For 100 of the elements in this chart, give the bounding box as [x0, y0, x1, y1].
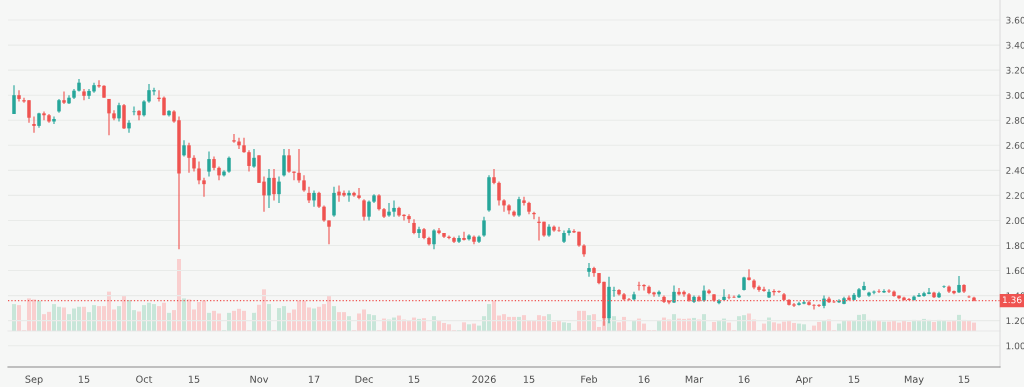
bar: [877, 320, 881, 331]
bar: [312, 308, 316, 331]
candlestick: [122, 103, 126, 130]
x-tick-label: 15: [408, 375, 420, 383]
candlestick: [552, 224, 556, 233]
x-tick-label: 17: [308, 375, 320, 383]
bar: [137, 311, 141, 331]
x-tick-label: Apr: [795, 375, 813, 385]
candlestick: [432, 228, 436, 250]
x-tick-label: 15: [958, 375, 970, 383]
candlestick: [282, 148, 286, 178]
candlestick: [327, 219, 331, 245]
x-tick-label: 15: [188, 375, 200, 383]
candlestick: [507, 203, 511, 215]
candlestick: [42, 110, 46, 121]
candlestick: [402, 213, 406, 222]
candlestick: [492, 168, 496, 185]
x-tick-label: Oct: [136, 375, 153, 383]
candlestick: [277, 176, 281, 204]
candlestick: [482, 216, 486, 238]
x-tick-label: 15: [848, 375, 860, 383]
bar: [62, 307, 66, 331]
candlestick: [407, 213, 411, 224]
candlestick: [62, 90, 66, 105]
candlestick: [237, 137, 241, 150]
candlestick: [307, 186, 311, 204]
x-tick-label: 15: [78, 375, 90, 383]
candlestick: [462, 231, 466, 242]
candlestick: [112, 109, 116, 121]
candlestick: [417, 226, 421, 239]
candlestick: [567, 227, 571, 237]
candlestick: [587, 262, 591, 278]
candlestick: [197, 161, 201, 185]
bar: [182, 298, 186, 331]
candlestick: [877, 288, 881, 294]
x-tick-label: Sep: [25, 375, 43, 385]
candlestick: [512, 209, 516, 218]
candlestick: [312, 189, 316, 208]
candlestick: [957, 275, 961, 294]
x-tick-label: 15: [523, 375, 535, 383]
candlestick: [532, 211, 536, 220]
candlestick: [82, 88, 86, 101]
candlestick: [722, 288, 726, 302]
bar: [267, 304, 271, 331]
candlestick: [517, 196, 521, 218]
bar: [672, 314, 676, 331]
candlestick: [252, 148, 256, 169]
candlestick: [747, 268, 751, 282]
x-tick-label: 2026: [472, 375, 496, 383]
candlestick: [332, 186, 336, 218]
bar: [332, 306, 336, 331]
candlestick: [242, 137, 246, 154]
candlestick: [247, 149, 251, 173]
x-tick-label: Dec: [355, 375, 373, 383]
candlestick: [132, 105, 136, 116]
ref-line-label: 1.36: [1002, 296, 1022, 304]
candlestick: [287, 148, 291, 174]
bar: [547, 314, 551, 331]
bar: [82, 306, 86, 331]
candlestick: [497, 181, 501, 206]
candlestick: [887, 288, 891, 294]
x-tick-label: May: [904, 375, 924, 385]
bar: [702, 314, 706, 331]
candlestick: [272, 168, 276, 201]
candlestick: [222, 169, 226, 178]
candlestick: [232, 133, 236, 144]
x-tick-label: Feb: [581, 375, 598, 383]
candlestick: [447, 234, 451, 240]
candlestick: [127, 119, 131, 134]
candlestick: [97, 79, 101, 89]
candlestick: [362, 198, 366, 222]
candlestick: [17, 89, 21, 103]
bar: [12, 304, 16, 331]
x-tick-label: Nov: [250, 375, 269, 383]
bar: [122, 295, 126, 331]
candlestick: [87, 88, 91, 100]
bar: [462, 322, 466, 331]
bar: [17, 305, 21, 331]
bar: [822, 320, 826, 331]
candlestick: [207, 151, 211, 178]
candlestick: [502, 198, 506, 213]
candlestick: [267, 168, 271, 209]
x-tick-label: 16: [738, 375, 750, 383]
candlestick: [32, 115, 36, 134]
candlestick: [557, 226, 561, 233]
candlestick: [117, 102, 121, 123]
bar: [117, 306, 121, 331]
candlestick: [522, 196, 526, 206]
bar: [37, 300, 41, 331]
candlestick: [202, 177, 206, 198]
x-tick-label: Mar: [685, 375, 704, 383]
candlestick: [107, 98, 111, 136]
candlestick: [592, 266, 596, 278]
candlestick: [137, 109, 141, 121]
candlestick: [387, 202, 391, 218]
candlestick: [392, 199, 396, 218]
candlestick: [457, 234, 461, 244]
candlestick: [357, 187, 361, 200]
x-tick-label: 16: [638, 375, 650, 383]
candlestick: [297, 148, 301, 184]
